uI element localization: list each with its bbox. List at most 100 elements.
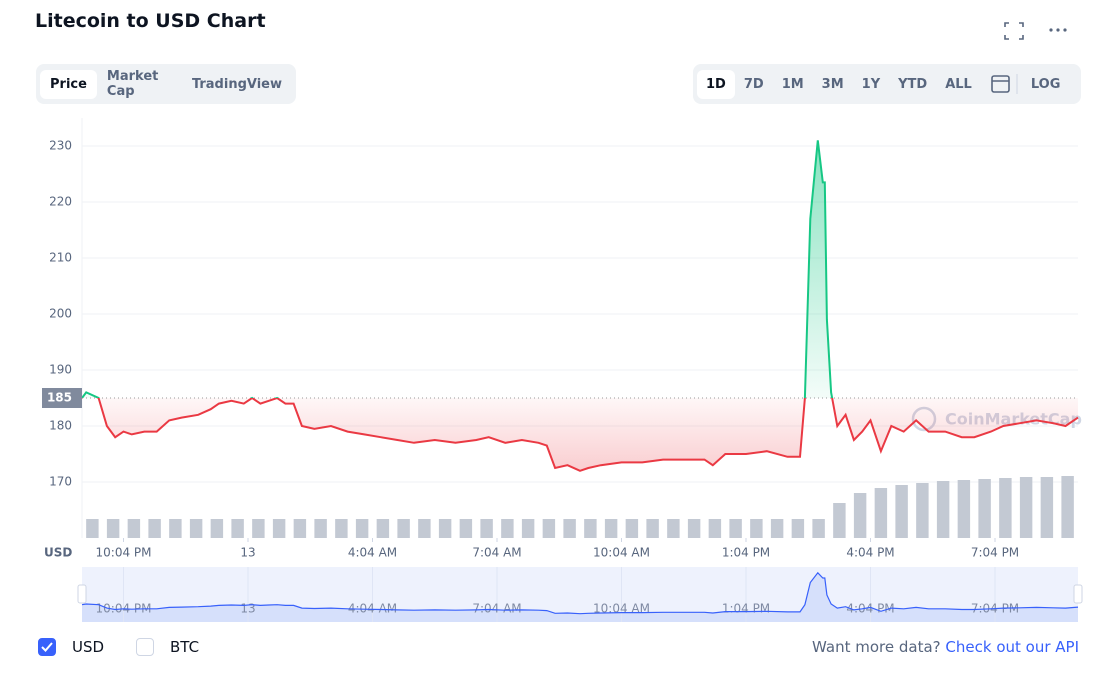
range-button[interactable]: YTD <box>898 76 928 92</box>
volume-bar <box>293 519 307 538</box>
x-tick-label: 7:04 AM <box>472 546 521 560</box>
x-tick-label: 1:04 PM <box>722 546 770 560</box>
baseline-label: 185 <box>47 391 72 405</box>
volume-bar <box>314 519 327 538</box>
y-tick-label: 230 <box>49 139 72 153</box>
volume-bar <box>397 519 410 538</box>
range-button[interactable]: ALL <box>945 76 972 92</box>
volume-bar <box>1061 476 1074 538</box>
api-prompt: Want more data? <box>812 638 941 656</box>
volume-bar <box>708 519 722 538</box>
volume-bar <box>272 519 286 538</box>
more-icon[interactable] <box>1048 27 1068 33</box>
navigator-tick-label: 7:04 AM <box>472 602 521 616</box>
volume-bar <box>750 519 763 538</box>
volume-bar <box>1040 477 1054 538</box>
volume-bar <box>376 519 390 538</box>
navigator-area <box>82 572 1078 622</box>
range-group: 1D 7D 1M 3M 1Y YTD ALL LOG <box>693 64 1081 104</box>
currency-toggle[interactable]: USD <box>38 638 104 656</box>
volume-bar <box>542 519 556 538</box>
currency-toggle[interactable]: BTC <box>136 638 199 656</box>
checkbox[interactable] <box>38 638 56 656</box>
volume-bar <box>729 519 742 538</box>
y-tick-label: 170 <box>49 475 72 489</box>
volume-bar <box>127 519 141 538</box>
y-tick-label: 210 <box>49 251 72 265</box>
currency-label: BTC <box>170 638 200 656</box>
tab[interactable]: Market Cap <box>106 69 159 99</box>
volume-bar <box>625 519 639 538</box>
tab[interactable]: Price <box>40 69 97 99</box>
volume-bar <box>1019 477 1033 538</box>
chart-title: Litecoin to USD Chart <box>35 10 266 32</box>
volume-bar <box>169 519 182 538</box>
volume-bar <box>999 478 1012 538</box>
volume-bar <box>355 519 369 538</box>
volume-bar <box>791 519 805 538</box>
volume-bar <box>563 519 576 538</box>
calendar-icon[interactable] <box>981 74 1021 94</box>
currency-label: USD <box>72 638 105 656</box>
volume-bar <box>833 503 846 538</box>
checkbox[interactable] <box>136 638 154 656</box>
range-button[interactable]: 1D <box>697 69 735 99</box>
volume-bar <box>231 519 244 538</box>
volume-bar <box>646 519 659 538</box>
navigator-tick-label: 10:04 AM <box>593 602 650 616</box>
volume-bar <box>148 519 161 538</box>
y-tick-label: 180 <box>49 419 72 433</box>
navigator-handle[interactable] <box>77 584 87 604</box>
x-tick-label: 10:04 AM <box>593 546 650 560</box>
volume-bar <box>521 519 535 538</box>
range-button[interactable]: 3M <box>821 76 844 92</box>
volume-bar <box>936 481 950 538</box>
y-axis-label: USD <box>44 546 72 560</box>
volume-bar <box>189 519 203 538</box>
x-tick-label: 10:04 PM <box>96 546 152 560</box>
volume-bar <box>335 519 348 538</box>
fullscreen-icon[interactable] <box>1004 22 1024 40</box>
volume-bar <box>210 519 224 538</box>
x-tick-label: 13 <box>240 546 255 560</box>
volume-bar <box>812 519 825 538</box>
volume-bar <box>874 488 888 538</box>
x-tick-label: 7:04 PM <box>971 546 1019 560</box>
volume-bar <box>895 485 908 538</box>
price-area <box>82 140 1078 471</box>
navigator-tick-label: 4:04 AM <box>348 602 397 616</box>
api-link[interactable]: Check out our API <box>945 638 1079 656</box>
range-button[interactable]: 7D <box>743 76 764 92</box>
volume-bar <box>252 519 265 538</box>
tab[interactable]: TradingView <box>191 76 282 92</box>
volume-bar <box>687 519 701 538</box>
x-tick-label: 4:04 AM <box>348 546 397 560</box>
volume-bar <box>770 519 784 538</box>
volume-bar <box>957 480 971 538</box>
volume-bar <box>978 479 991 538</box>
volume-bar <box>501 519 514 538</box>
volume-bar <box>667 519 680 538</box>
y-tick-label: 190 <box>49 363 72 377</box>
range-button[interactable]: 1Y <box>861 76 881 92</box>
navigator-tick-label: 1:04 PM <box>722 602 770 616</box>
baseline-label-bg <box>42 388 82 408</box>
range-button[interactable]: 1M <box>781 76 804 92</box>
volume-bar <box>459 519 473 538</box>
price-line <box>81 140 1079 472</box>
volume-bar <box>584 519 597 538</box>
volume-bar <box>418 519 431 538</box>
volume-bar <box>106 519 120 538</box>
navigator-line <box>81 571 1079 615</box>
volume-bar <box>604 519 618 538</box>
volume-bar <box>438 519 452 538</box>
navigator-tick-label: 4:04 PM <box>846 602 894 616</box>
y-tick-label: 200 <box>49 307 72 321</box>
log-button[interactable]: LOG <box>1030 76 1061 92</box>
footer: Want more data? Check out our API <box>812 638 1079 656</box>
x-tick-label: 4:04 PM <box>846 546 894 560</box>
navigator-handle[interactable] <box>1073 584 1083 604</box>
volume-bar <box>853 493 867 538</box>
navigator-tick-label: 13 <box>240 602 255 616</box>
